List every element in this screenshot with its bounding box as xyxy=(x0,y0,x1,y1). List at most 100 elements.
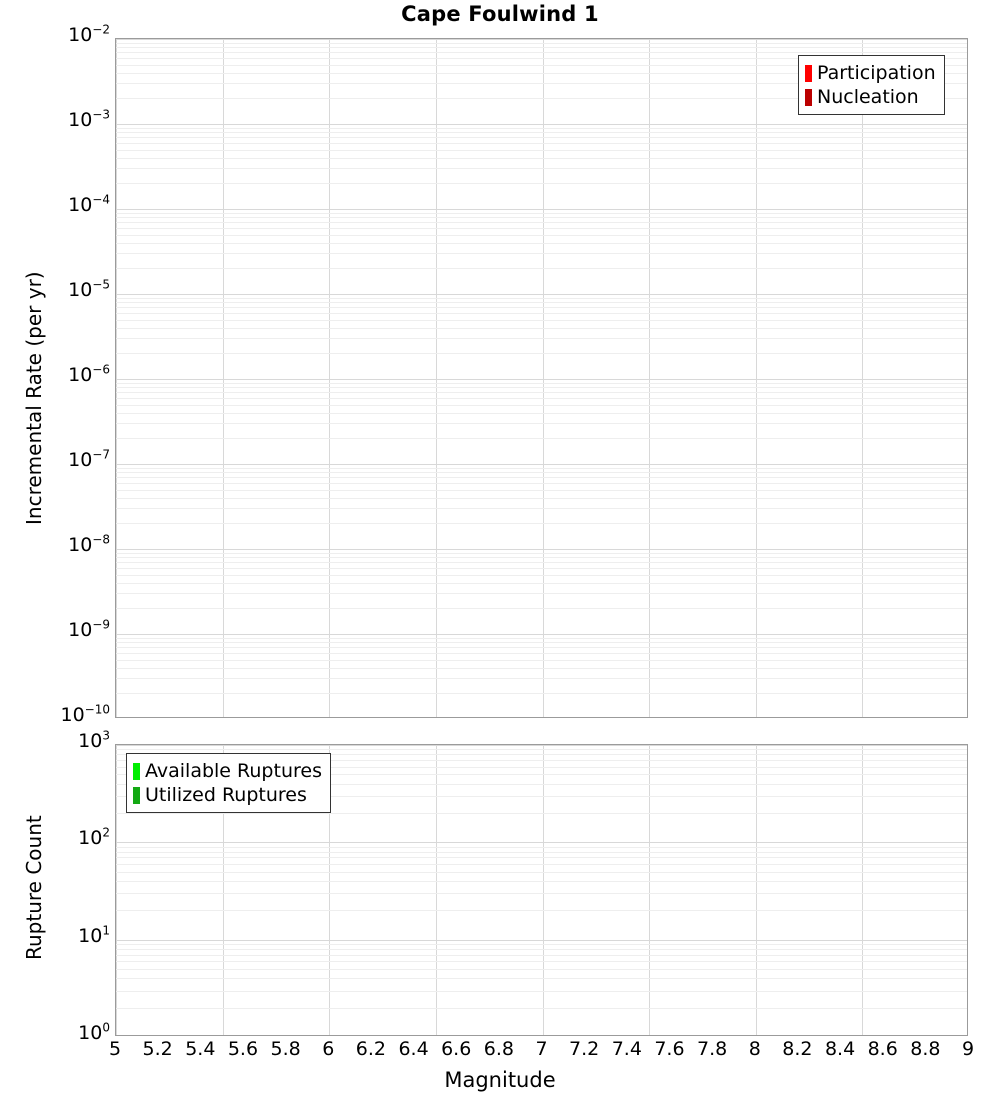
y-tick-label: 10−7 xyxy=(68,447,110,471)
gridline-minor xyxy=(116,253,967,255)
gridline-vertical xyxy=(862,745,864,1035)
gridline-minor xyxy=(116,857,967,859)
gridline-minor xyxy=(116,387,967,389)
gridline-minor xyxy=(116,667,967,669)
x-tick-label: 5.4 xyxy=(185,1038,216,1060)
x-tick-label: 8 xyxy=(748,1038,761,1060)
bottom-legend: Available Ruptures Utilized Ruptures xyxy=(126,753,331,813)
gridline-minor xyxy=(116,338,967,340)
gridline-minor xyxy=(116,307,967,309)
incremental-rate-plot xyxy=(115,38,968,718)
x-tick-label: 8.2 xyxy=(782,1038,813,1060)
gridline-minor xyxy=(116,562,967,564)
y-tick-label: 10−8 xyxy=(68,532,110,556)
x-axis-label: Magnitude xyxy=(444,1068,556,1092)
gridline-minor xyxy=(116,392,967,394)
gridline-minor xyxy=(116,98,967,100)
gridline-minor xyxy=(116,1007,967,1009)
gridline-minor xyxy=(116,749,967,751)
y-tick-label: 10−6 xyxy=(68,362,110,386)
gridline-major xyxy=(116,379,967,380)
gridline-vertical xyxy=(649,745,651,1035)
gridline-minor xyxy=(116,760,967,762)
gridline-minor xyxy=(116,168,967,170)
gridline-minor xyxy=(116,567,967,569)
x-tick-label: 6.2 xyxy=(355,1038,386,1060)
gridline-major xyxy=(116,634,967,635)
x-tick-label: 6.4 xyxy=(398,1038,429,1060)
x-tick-label: 7.4 xyxy=(611,1038,642,1060)
gridline-vertical xyxy=(649,39,651,717)
gridline-minor xyxy=(116,871,967,873)
legend-row: Utilized Ruptures xyxy=(133,783,322,807)
y-tick-label: 10−5 xyxy=(68,277,110,301)
gridline-vertical xyxy=(222,39,224,717)
gridline-minor xyxy=(116,47,967,49)
x-tick-label: 7.2 xyxy=(569,1038,600,1060)
gridline-minor xyxy=(116,137,967,139)
gridline-minor xyxy=(116,397,967,399)
gridline-minor xyxy=(116,678,967,680)
gridline-minor xyxy=(116,863,967,865)
gridline-minor xyxy=(116,472,967,474)
gridline-minor xyxy=(116,774,967,776)
x-tick-label: 5 xyxy=(108,1038,122,1060)
gridline-minor xyxy=(116,64,967,66)
legend-swatch-icon xyxy=(133,786,140,804)
gridline-minor xyxy=(116,302,967,304)
gridline-minor xyxy=(116,659,967,661)
y-tick-label: 10−3 xyxy=(68,107,110,131)
legend-swatch-icon xyxy=(805,88,812,106)
gridline-minor xyxy=(116,783,967,785)
gridline-minor xyxy=(116,766,967,768)
gridline-minor xyxy=(116,297,967,299)
gridline-minor xyxy=(116,557,967,559)
legend-row: Nucleation xyxy=(805,85,936,109)
rupture-count-plot xyxy=(115,744,968,1036)
gridline-minor xyxy=(116,813,967,815)
gridline-minor xyxy=(116,910,967,912)
gridline-minor xyxy=(116,961,967,963)
x-tick-label: 6.8 xyxy=(483,1038,514,1060)
gridline-major xyxy=(116,549,967,550)
top-y-axis-label: Incremental Rate (per yr) xyxy=(22,271,46,525)
gridline-minor xyxy=(116,149,967,151)
gridline-minor xyxy=(116,489,967,491)
gridline-minor xyxy=(116,846,967,848)
x-tick-label: 5.2 xyxy=(142,1038,173,1060)
gridline-vertical xyxy=(755,745,757,1035)
gridline-minor xyxy=(116,754,967,756)
gridline-minor xyxy=(116,83,967,85)
gridline-minor xyxy=(116,242,967,244)
gridline-minor xyxy=(116,968,967,970)
x-tick-label: 8.6 xyxy=(867,1038,898,1060)
gridline-vertical xyxy=(862,39,864,717)
gridline-minor xyxy=(116,353,967,355)
gridline-minor xyxy=(116,412,967,414)
gridline-minor xyxy=(116,217,967,219)
gridline-minor xyxy=(116,234,967,236)
gridline-major xyxy=(116,842,967,844)
x-tick-label: 6 xyxy=(322,1038,335,1060)
legend-label: Nucleation xyxy=(817,85,919,108)
gridline-minor xyxy=(116,477,967,479)
legend-label: Participation xyxy=(817,61,936,84)
gridline-minor xyxy=(116,949,967,951)
gridline-minor xyxy=(116,637,967,639)
gridline-major xyxy=(116,294,967,295)
x-tick-label: 6.6 xyxy=(441,1038,472,1060)
gridline-minor xyxy=(116,319,967,321)
gridline-minor xyxy=(116,382,967,384)
gridline-minor xyxy=(116,268,967,270)
legend-swatch-icon xyxy=(133,762,140,780)
gridline-minor xyxy=(116,693,967,695)
gridline-vertical xyxy=(542,39,544,717)
gridline-vertical xyxy=(222,745,224,1035)
gridline-minor xyxy=(116,978,967,980)
gridline-major xyxy=(116,124,967,125)
gridline-minor xyxy=(116,893,967,895)
top-legend: Participation Nucleation xyxy=(798,55,945,115)
gridline-minor xyxy=(116,881,967,883)
x-tick-label: 7.6 xyxy=(654,1038,685,1060)
gridline-minor xyxy=(116,467,967,469)
